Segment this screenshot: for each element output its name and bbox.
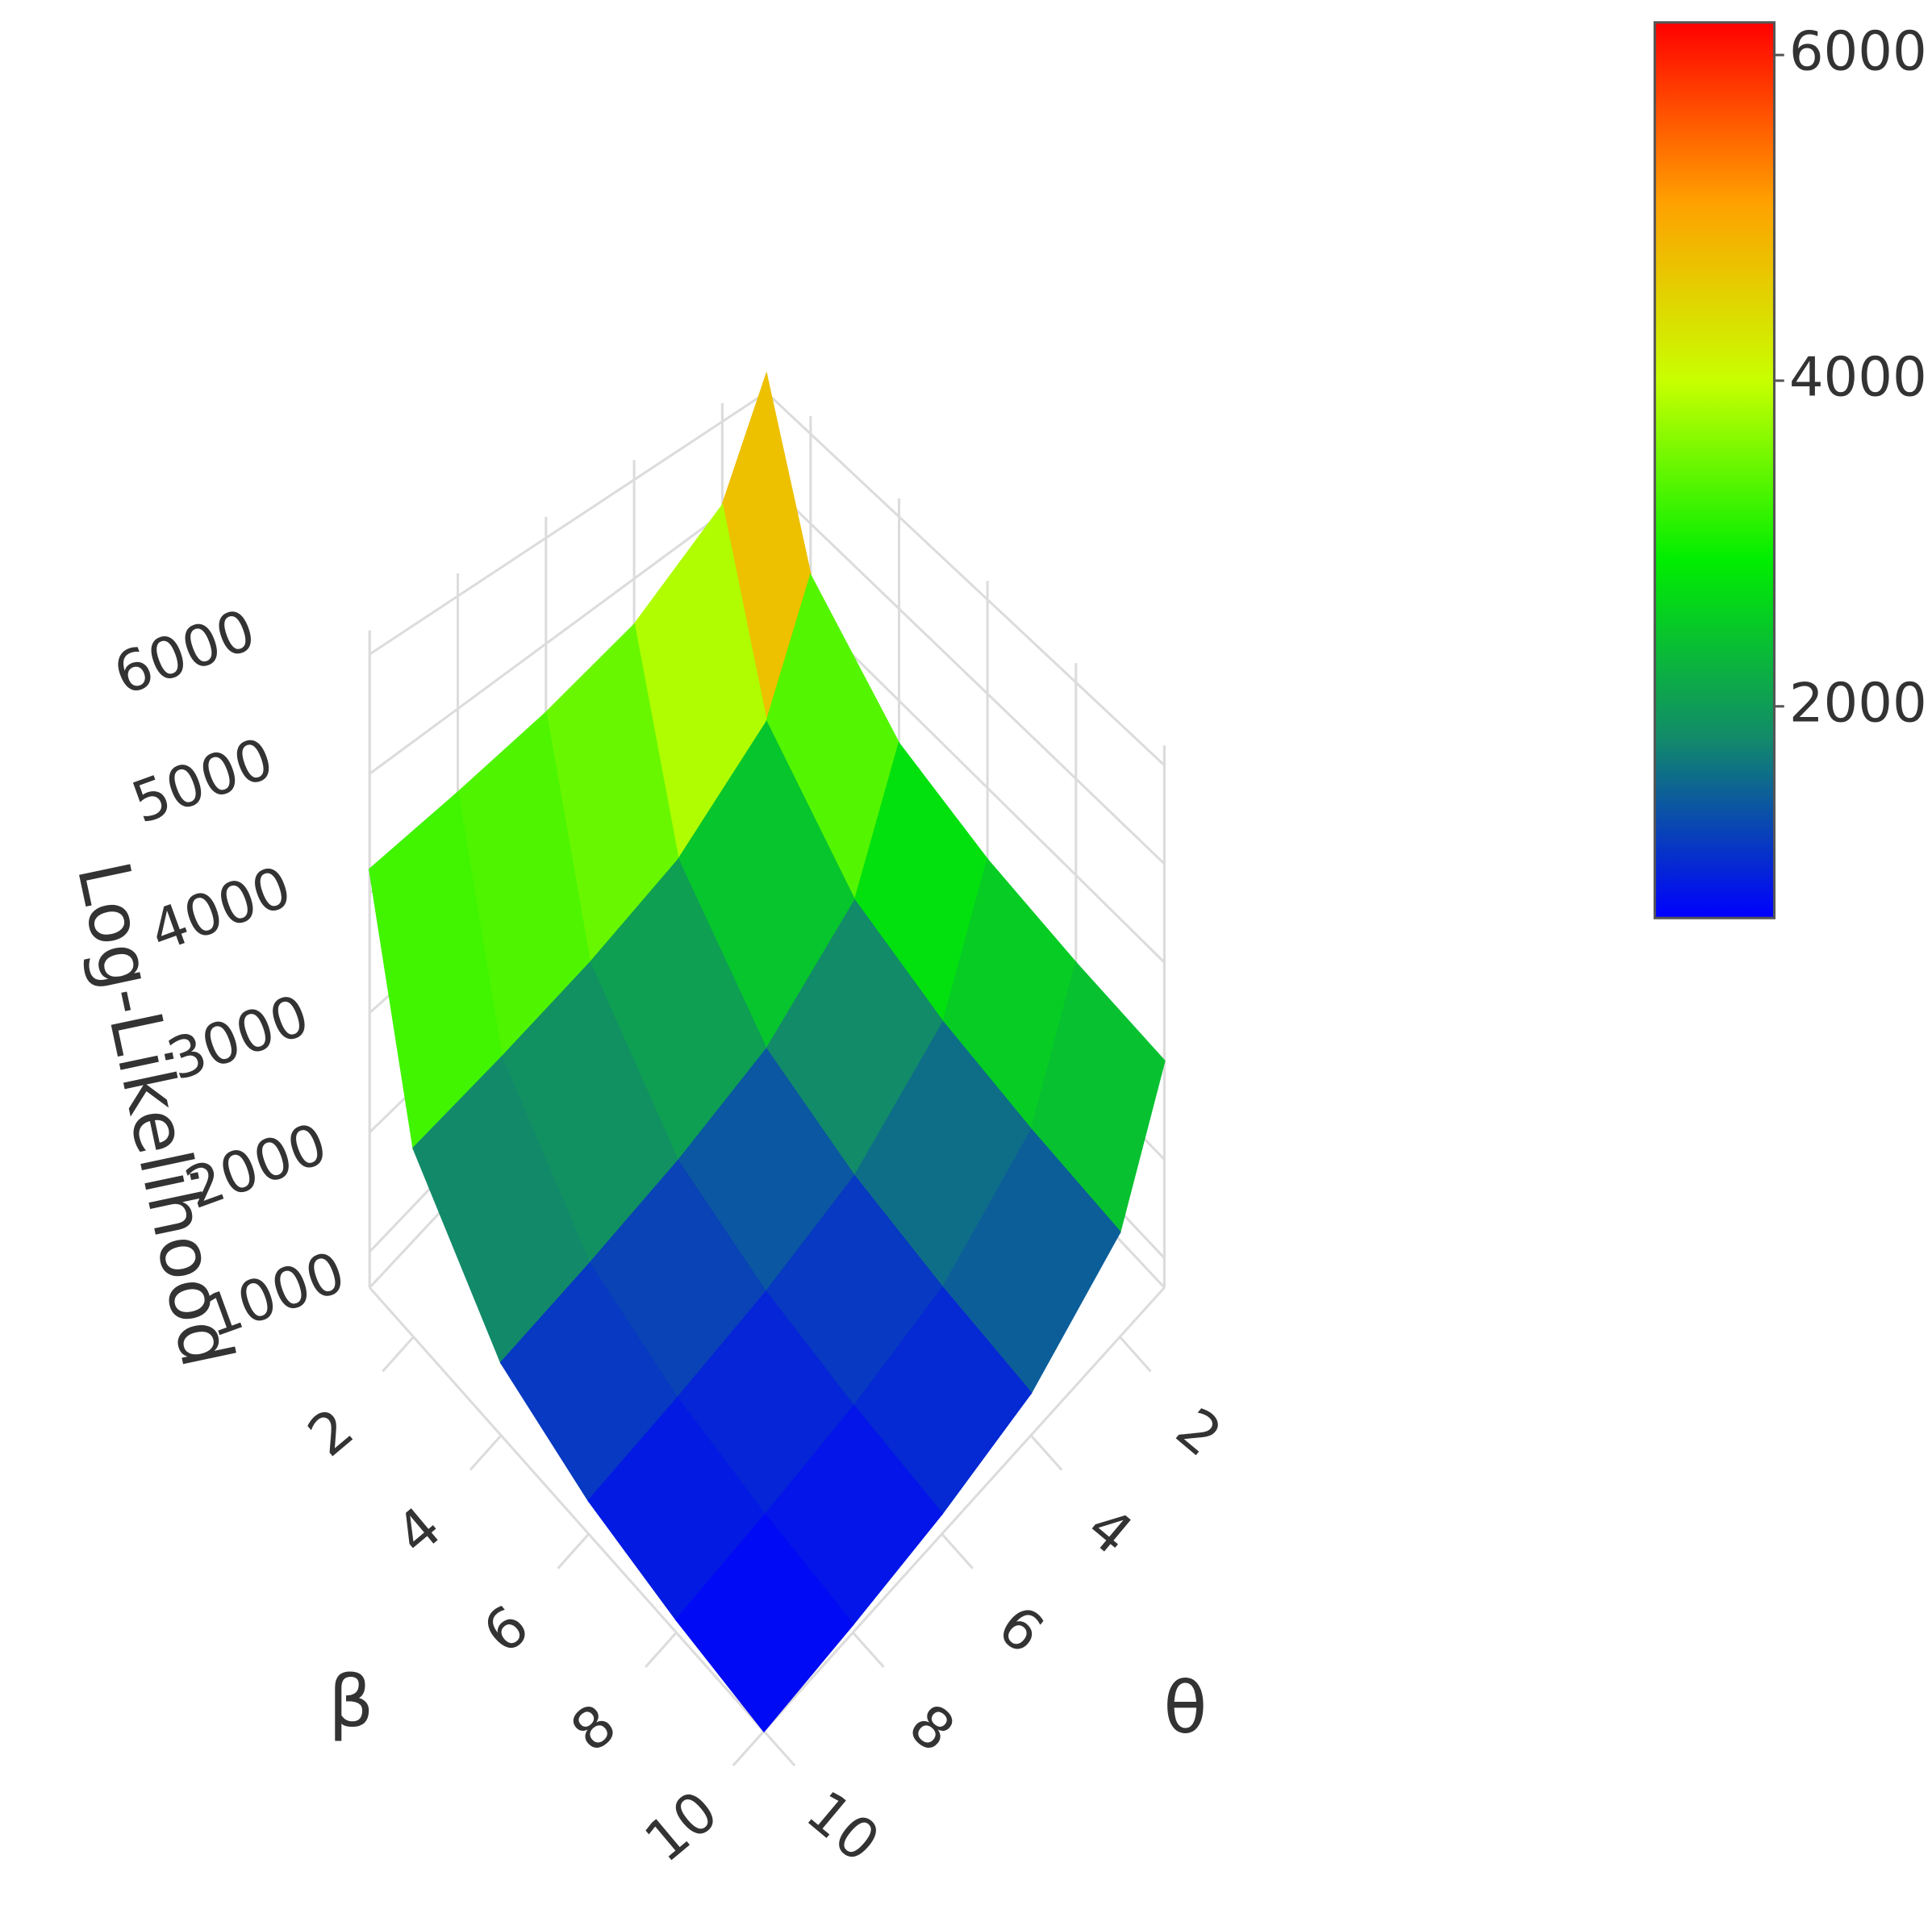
x-tick (732, 1730, 766, 1767)
x-tick (645, 1632, 678, 1668)
y-axis-label: θ (1163, 1666, 1207, 1749)
box-edge (369, 1286, 766, 1732)
colorbar-tick-label: 6000 (1789, 20, 1927, 83)
colorbar-tick-label: 4000 (1789, 346, 1927, 409)
y-tick (762, 1730, 796, 1767)
x-tick (557, 1532, 590, 1570)
x-tick (382, 1336, 415, 1373)
y-tick (941, 1532, 974, 1570)
box-edge (762, 1286, 1166, 1732)
y-tick (1029, 1434, 1063, 1471)
grid-line (766, 391, 1166, 766)
grid-line (369, 480, 767, 775)
colorbar: 2000 4000 6000 (1653, 20, 1927, 919)
y-tick (1119, 1336, 1152, 1373)
grid-line (765, 480, 1166, 865)
x-axis-label: β (328, 1660, 374, 1743)
grid-line (369, 391, 767, 656)
colorbar-scale (1653, 21, 1776, 919)
colorbar-tick-label: 2000 (1789, 671, 1927, 734)
surface-cell (674, 1513, 854, 1733)
y-tick (852, 1632, 885, 1668)
surface (368, 371, 1166, 1733)
x-tick (469, 1434, 503, 1471)
